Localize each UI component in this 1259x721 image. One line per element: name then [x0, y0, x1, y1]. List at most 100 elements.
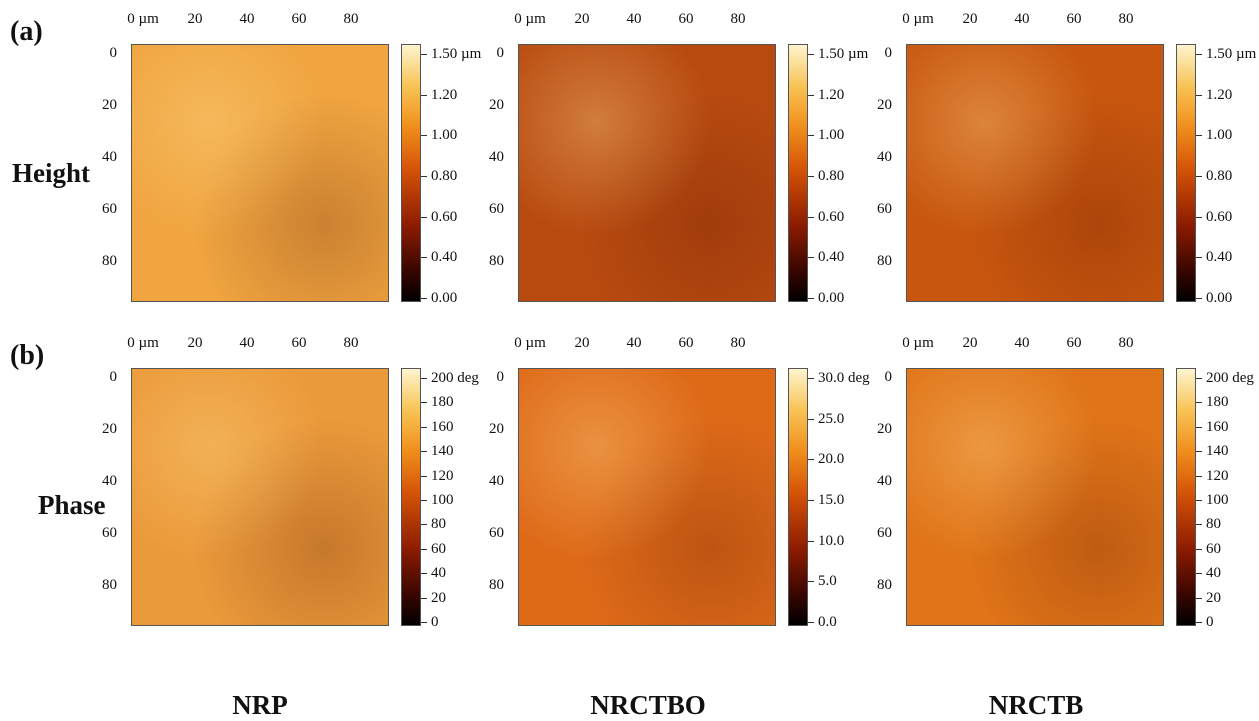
nrctb-height-y-tick: 60 — [877, 201, 892, 217]
nrctbo-phase-y-tick: 0 — [496, 369, 505, 385]
nrctbo-phase-x-tick: 20 — [574, 335, 590, 351]
nrctb-phase-colorbar-label: 80 — [1206, 516, 1221, 533]
nrp-phase-x-tick: 80 — [343, 335, 359, 351]
nrctbo-height-x-tick: 0 µm — [514, 11, 546, 27]
nrctb-phase-colorbar-label: 180 — [1206, 394, 1229, 411]
nrctbo-phase-colorbar-tickmark — [808, 459, 814, 461]
nrctbo-height-colorbar-tickmark — [808, 54, 814, 55]
nrp-height-x-tick: 80 — [343, 11, 359, 27]
nrp-height-colorbar-label: 1.50 µm — [431, 46, 482, 62]
nrctb-height-colorbar-tickmark — [1196, 176, 1202, 177]
nrctb-phase-colorbar-tickmark — [1196, 378, 1202, 379]
nrctb-phase-x-tick: 60 — [1066, 335, 1082, 351]
nrctbo-phase-colorbar — [788, 368, 808, 626]
nrctbo-height-colorbar-label: 0.40 — [818, 249, 845, 266]
nrp-phase-image — [131, 368, 389, 626]
nrp-phase-x-tick: 20 — [187, 335, 203, 351]
nrctb-height-colorbar-label: 0.00 — [1206, 290, 1233, 306]
nrctbo-height-colorbar-label: 0.80 — [818, 168, 845, 184]
nrctb-height-colorbar-label: 1.00 — [1206, 127, 1233, 144]
nrp-phase-colorbar-label: 60 — [431, 540, 446, 557]
row-a-tag: (a) — [10, 16, 43, 47]
row-b-label: Phase — [38, 490, 106, 520]
nrctb-phase-x-tick: 20 — [962, 335, 978, 351]
nrp-phase-colorbar-tickmark — [421, 378, 427, 379]
nrctbo-height-colorbar-tickmark — [808, 176, 814, 177]
nrctb-height-colorbar-tickmark — [1196, 135, 1202, 137]
nrctbo-phase-colorbar-label: 5.0 — [818, 573, 837, 590]
nrp-phase-colorbar-tickmark — [421, 500, 427, 501]
nrctbo-height-colorbar-tickmark — [808, 298, 814, 299]
nrp-height-colorbar-label: 0.80 — [431, 168, 458, 184]
nrp-phase-colorbar-tickmark — [421, 402, 427, 404]
nrp-height-x-tick: 40 — [239, 11, 255, 27]
nrctb-phase-colorbar-tickmark — [1196, 475, 1202, 477]
nrp-height-colorbar-label: 0.40 — [431, 249, 458, 266]
nrp-phase-colorbar-tickmark — [421, 426, 427, 428]
nrctbo-height-colorbar-label: 1.20 — [818, 86, 845, 103]
nrctbo-phase-colorbar-label: 25.0 — [818, 410, 845, 427]
nrctbo-height-colorbar-label: 0.00 — [818, 290, 845, 306]
nrp-phase-y-tick: 80 — [102, 577, 117, 593]
nrctbo-height-y-tick: 20 — [489, 97, 504, 113]
nrctbo-height-x-tick: 80 — [730, 11, 746, 27]
nrctb-height-colorbar-label: 0.60 — [1206, 208, 1233, 225]
nrp-phase-colorbar-label: 80 — [431, 516, 446, 533]
nrp-height-y-tick: 0 — [109, 45, 118, 61]
nrctb-height-x-tick: 20 — [962, 11, 978, 27]
nrctbo-height-colorbar-label: 1.00 — [818, 127, 845, 144]
nrctbo-height-y-tick: 60 — [489, 201, 504, 217]
nrp-phase-y-tick: 40 — [102, 473, 117, 489]
nrp-phase-colorbar-tickmark — [421, 475, 427, 477]
nrctb-height-y-tick: 40 — [877, 149, 892, 165]
nrctb-phase-colorbar-label: 20 — [1206, 589, 1221, 606]
nrctbo-phase-colorbar-tickmark — [808, 418, 814, 420]
nrctb-phase-colorbar-tickmark — [1196, 573, 1202, 575]
nrp-phase-colorbar-tickmark — [421, 548, 427, 550]
nrctb-height-colorbar-tickmark — [1196, 54, 1202, 55]
nrp-height-x-tick: 20 — [187, 11, 203, 27]
nrctb-phase-colorbar-label: 200 deg — [1206, 370, 1254, 386]
nrctb-phase-colorbar-label: 160 — [1206, 418, 1229, 435]
nrctbo-phase-colorbar-tickmark — [808, 378, 814, 379]
nrp-height-colorbar-tickmark — [421, 257, 427, 259]
nrp-phase-y-tick: 20 — [102, 421, 117, 437]
nrctb-height-image — [906, 44, 1164, 302]
nrp-phase-colorbar-label: 180 — [431, 394, 454, 411]
nrctb-phase-y-tick: 20 — [877, 421, 892, 437]
nrctbo-phase-y-tick: 20 — [489, 421, 504, 437]
nrp-height-x-tick: 0 µm — [127, 11, 159, 27]
nrctb-phase-colorbar-label: 140 — [1206, 443, 1229, 460]
nrctbo-phase-image — [518, 368, 776, 626]
nrctbo-phase-colorbar-label: 0.0 — [818, 614, 837, 630]
nrctb-phase-colorbar-label: 100 — [1206, 492, 1229, 508]
nrp-height-colorbar-label: 1.20 — [431, 86, 458, 103]
nrp-phase-colorbar — [401, 368, 421, 626]
nrctb-phase-y-tick: 60 — [877, 525, 892, 541]
nrctbo-phase-colorbar-tickmark — [808, 581, 814, 583]
nrctb-phase-y-tick: 0 — [884, 369, 893, 385]
nrp-phase-y-tick: 60 — [102, 525, 117, 541]
nrctbo-phase-colorbar-label: 30.0 deg — [818, 370, 870, 386]
nrctb-phase-colorbar-tickmark — [1196, 548, 1202, 550]
nrctbo-phase-colorbar-label: 15.0 — [818, 492, 845, 508]
nrctbo-height-y-tick: 0 — [496, 45, 505, 61]
nrctbo-phase-colorbar-label: 10.0 — [818, 532, 845, 549]
nrctb-height-colorbar — [1176, 44, 1196, 302]
nrctb-height-y-tick: 20 — [877, 97, 892, 113]
nrp-phase-colorbar-label: 200 deg — [431, 370, 479, 386]
nrp-height-colorbar — [401, 44, 421, 302]
nrctb-phase-colorbar — [1176, 368, 1196, 626]
nrctb-height-y-tick: 0 — [884, 45, 893, 61]
nrp-height-colorbar-tickmark — [421, 176, 427, 177]
nrctb-height-colorbar-tickmark — [1196, 298, 1202, 299]
nrctb-height-colorbar-tickmark — [1196, 216, 1202, 218]
nrp-height-y-tick: 20 — [102, 97, 117, 113]
nrctb-phase-colorbar-label: 0 — [1206, 614, 1214, 630]
nrctbo-phase-colorbar-tickmark — [808, 500, 814, 501]
nrctb-phase-x-tick: 80 — [1118, 335, 1134, 351]
nrp-height-colorbar-tickmark — [421, 54, 427, 55]
nrp-height-colorbar-tickmark — [421, 94, 427, 96]
nrctb-phase-colorbar-label: 40 — [1206, 565, 1221, 582]
nrctb-height-x-tick: 60 — [1066, 11, 1082, 27]
